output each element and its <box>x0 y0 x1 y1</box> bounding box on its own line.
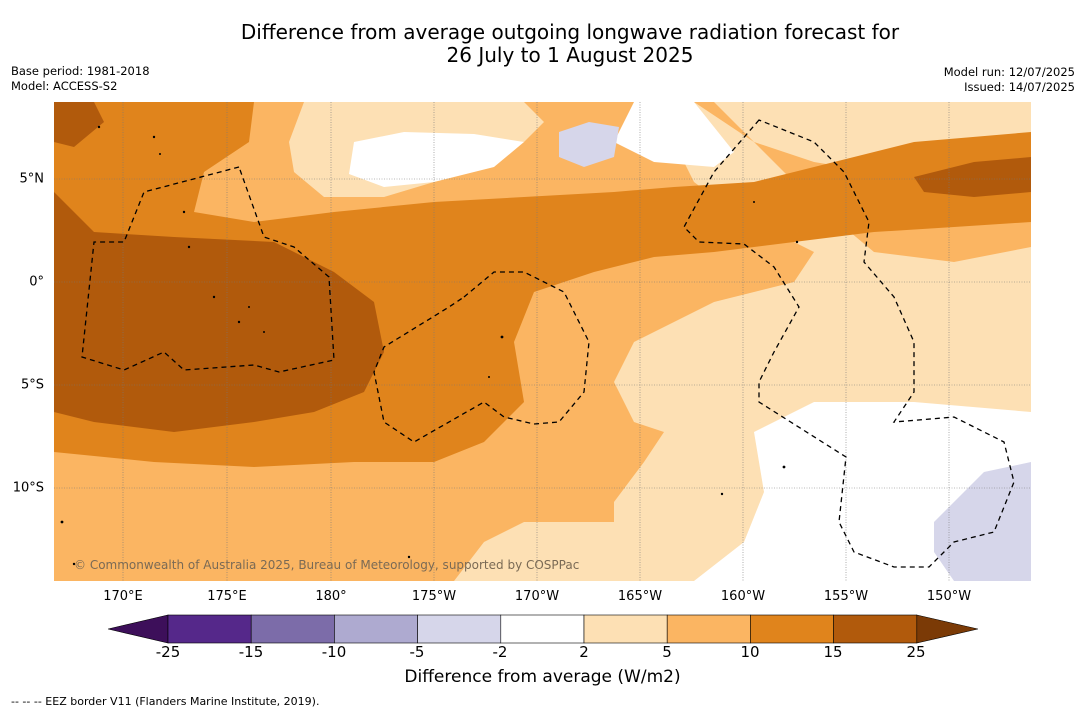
lat-label-0: 0° <box>29 274 44 290</box>
colorbar-segment <box>500 614 585 644</box>
lat-label-5s: 5°S <box>20 377 44 393</box>
colorbar-segment <box>750 614 834 644</box>
eez-footnote: -- -- -- EEZ border V11 (Flanders Marine… <box>11 695 320 708</box>
band-15-25-ne <box>914 157 1031 197</box>
model-run: Model run: 12/07/2025 <box>943 65 1075 79</box>
cbar-tick: -2 <box>492 643 508 661</box>
lat-label-10s: 10°S <box>12 480 44 496</box>
graticule <box>54 102 1031 581</box>
meta-right: Model run: 12/07/2025 Issued: 14/07/2025 <box>944 65 1075 95</box>
colorbar-segment <box>334 614 418 644</box>
issued-date: Issued: 14/07/2025 <box>964 80 1075 94</box>
colorbar-extend-low <box>108 614 169 644</box>
band-neutral-ne <box>614 102 734 167</box>
eez-borders <box>81 119 1015 568</box>
lon-label-175e: 175°E <box>207 589 247 604</box>
colorbar <box>108 614 978 644</box>
map-title: Difference from average outgoing longwav… <box>0 21 1085 67</box>
lon-label-165w: 165°W <box>617 589 663 604</box>
cbar-tick: 25 <box>906 643 926 661</box>
colorbar-segment <box>583 614 668 644</box>
meta-left: Base period: 1981-2018 Model: ACCESS-S2 <box>11 64 150 94</box>
cbar-tick: -25 <box>155 643 181 661</box>
lon-label-150w: 150°W <box>926 589 972 604</box>
cbar-tick: -15 <box>238 643 264 661</box>
cbar-tick: 10 <box>740 643 760 661</box>
lat-label-5n: 5°N <box>19 171 45 187</box>
copyright-notice: © Commonwealth of Australia 2025, Bureau… <box>74 558 580 572</box>
olr-anomaly-map <box>54 102 1031 581</box>
colorbar-segment <box>833 614 918 644</box>
title-line-1: Difference from average outgoing longwav… <box>240 20 900 44</box>
cbar-tick: 15 <box>823 643 843 661</box>
model-name: Model: ACCESS-S2 <box>11 79 118 93</box>
cbar-tick: 2 <box>579 643 589 661</box>
islands <box>60 125 799 566</box>
lon-label-170e: 170°E <box>103 589 143 604</box>
band-neutral-north <box>349 132 524 187</box>
colorbar-segment <box>250 614 335 644</box>
band-15-25-west <box>54 192 384 432</box>
colorbar-segment <box>666 614 751 644</box>
lon-label-180: 180° <box>315 589 347 604</box>
lon-label-160w: 160°W <box>720 589 766 604</box>
lon-label-155w: 155°W <box>823 589 869 604</box>
cbar-tick: -10 <box>321 643 347 661</box>
title-line-2: 26 July to 1 August 2025 <box>446 43 694 67</box>
band-15-25-nw <box>54 102 104 147</box>
band-minus5-minus2-north <box>559 122 619 167</box>
colorbar-segment <box>167 614 252 644</box>
colorbar-segment <box>417 614 502 644</box>
cbar-tick: 5 <box>662 643 672 661</box>
colorbar-label: Difference from average (W/m2) <box>404 667 681 687</box>
band-minus5-minus2-se <box>934 462 1031 581</box>
lon-label-170w: 170°W <box>514 589 560 604</box>
cbar-tick: -5 <box>409 643 425 661</box>
lon-label-175w: 175°W <box>411 589 457 604</box>
colorbar-extend-high <box>916 614 978 644</box>
base-period: Base period: 1981-2018 <box>11 64 150 78</box>
band-2-5-south <box>454 522 694 581</box>
